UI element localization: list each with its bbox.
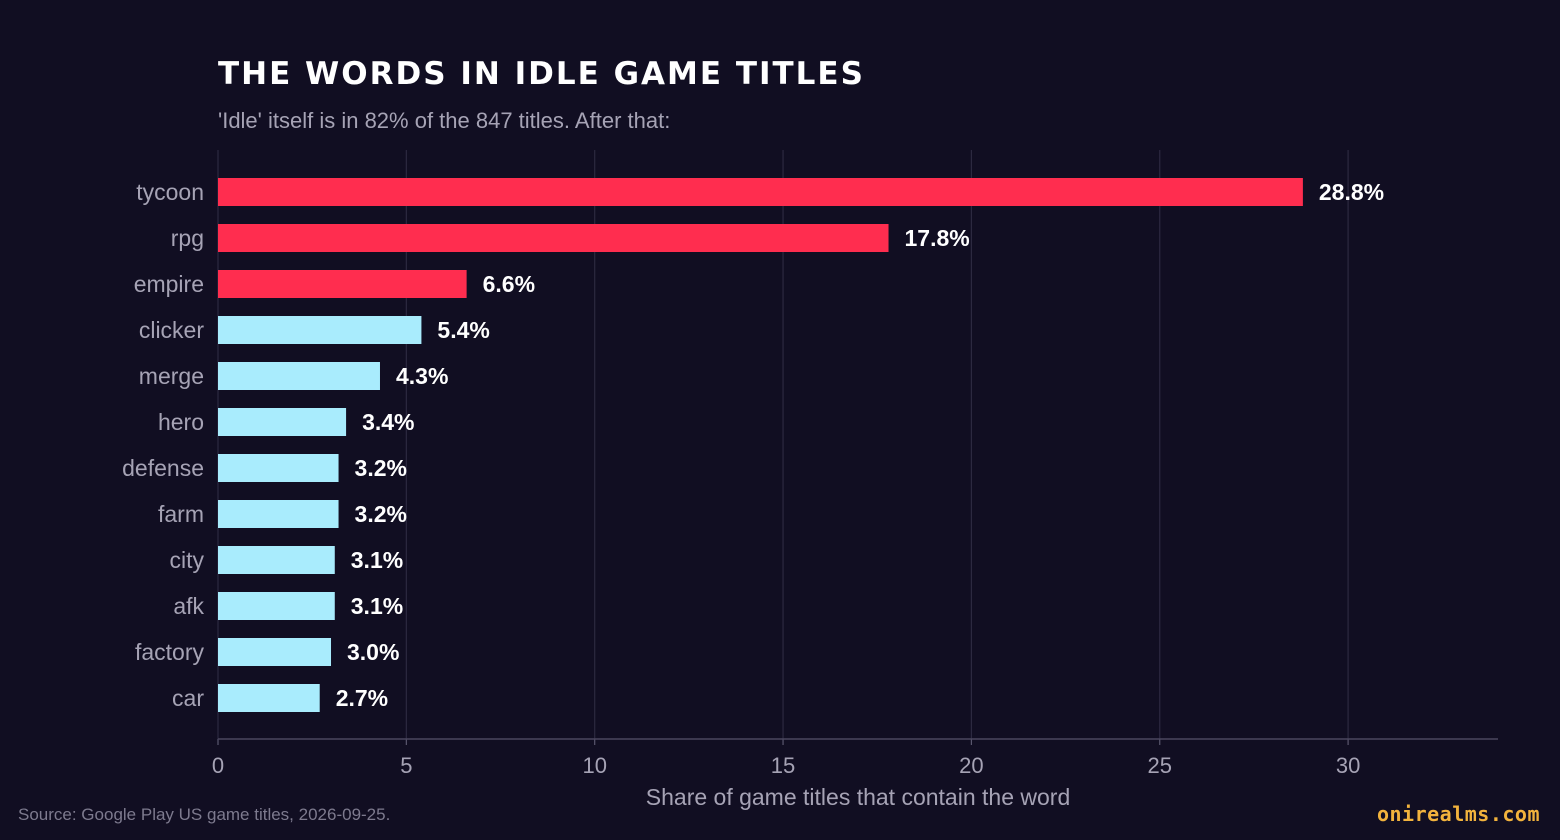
x-axis: 0 5 10 15 20 25 30 xyxy=(212,738,1498,778)
category-label: merge xyxy=(139,363,204,389)
data-label: 2.7% xyxy=(336,685,388,711)
data-label: 3.0% xyxy=(347,639,399,665)
bar-hero xyxy=(218,408,347,436)
category-label: farm xyxy=(158,501,204,527)
category-label: factory xyxy=(135,639,205,665)
bar-merge xyxy=(218,362,380,390)
bar-city xyxy=(218,546,335,574)
source-note: Source: Google Play US game titles, 2026… xyxy=(18,805,391,824)
x-tick-label: 30 xyxy=(1336,753,1360,778)
category-label: tycoon xyxy=(136,179,204,205)
chart-title: THE WORDS IN IDLE GAME TITLES xyxy=(218,56,865,92)
data-label: 4.3% xyxy=(396,363,448,389)
category-label: car xyxy=(172,685,204,711)
category-label: clicker xyxy=(139,317,205,343)
category-label: city xyxy=(170,547,205,573)
x-tick-label: 20 xyxy=(959,753,983,778)
data-label: 17.8% xyxy=(905,225,970,251)
category-labels: tycoon rpg empire clicker merge hero defense fa… xyxy=(122,179,204,711)
x-tick-label: 10 xyxy=(582,753,606,778)
chart-subtitle: 'Idle' itself is in 82% of the 847 title… xyxy=(218,108,671,133)
x-tick-label: 0 xyxy=(212,753,224,778)
bar-farm xyxy=(218,500,339,528)
value-labels: 28.8% 17.8% 6.6% 5.4% 4.3% 3.4% 3.2% 3.2% 3.1% 3.… xyxy=(336,179,1384,711)
bar-tycoon xyxy=(218,178,1303,206)
bar-defense xyxy=(218,454,339,482)
bar-factory xyxy=(218,638,332,666)
x-axis-label: Share of game titles that contain the wo… xyxy=(646,784,1070,810)
bar-clicker xyxy=(218,316,422,344)
bar-car xyxy=(218,684,320,712)
bar-afk xyxy=(218,592,335,620)
data-label: 28.8% xyxy=(1319,179,1384,205)
brand-logo-text: onirealms.com xyxy=(1376,802,1540,826)
data-label: 3.4% xyxy=(362,409,414,435)
category-label: afk xyxy=(173,593,204,619)
data-label: 5.4% xyxy=(437,317,489,343)
bars xyxy=(218,178,1303,712)
data-label: 3.1% xyxy=(351,593,403,619)
data-label: 6.6% xyxy=(483,271,535,297)
category-label: rpg xyxy=(171,225,204,251)
category-label: empire xyxy=(134,271,204,297)
x-tick-label: 5 xyxy=(400,753,412,778)
data-label: 3.1% xyxy=(351,547,403,573)
bar-empire xyxy=(218,270,467,298)
data-label: 3.2% xyxy=(355,501,407,527)
category-label: hero xyxy=(158,409,204,435)
bar-rpg xyxy=(218,224,889,252)
data-label: 3.2% xyxy=(355,455,407,481)
x-tick-label: 25 xyxy=(1148,753,1172,778)
x-tick-label: 15 xyxy=(771,753,795,778)
category-label: defense xyxy=(122,455,204,481)
